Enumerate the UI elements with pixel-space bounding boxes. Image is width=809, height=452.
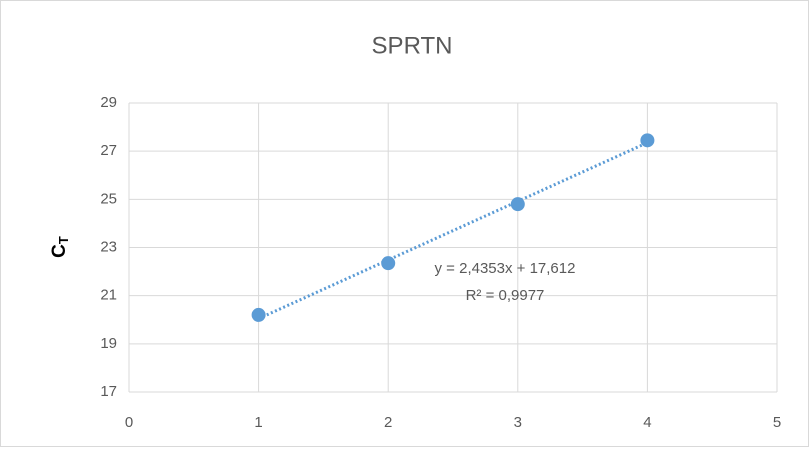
chart-title: SPRTN — [372, 32, 453, 59]
x-tick-label: 2 — [384, 414, 392, 431]
point — [381, 256, 396, 271]
y-axis-label-sub: T — [56, 236, 71, 244]
point — [510, 197, 525, 212]
trendline-r2: R² = 0,9977 — [466, 287, 545, 304]
trendline-equation: y = 2,4353x + 17,612 — [435, 260, 576, 277]
y-tick-label: 29 — [100, 94, 117, 111]
y-tick-label: 17 — [100, 383, 117, 400]
x-tick-label: 1 — [254, 414, 262, 431]
y-tick-label: 27 — [100, 142, 117, 159]
y-axis-label: CT — [49, 236, 71, 258]
x-tick-label: 0 — [125, 414, 133, 431]
trendline — [257, 141, 649, 320]
point — [640, 133, 655, 148]
x-tick-label: 4 — [643, 414, 651, 431]
x-tick-label: 5 — [773, 414, 781, 431]
y-tick-label: 25 — [100, 190, 117, 207]
point — [251, 307, 266, 322]
y-axis-label-main: C — [49, 244, 70, 258]
x-tick-label: 3 — [514, 414, 522, 431]
y-tick-label: 23 — [100, 238, 117, 255]
y-tick-label: 19 — [100, 335, 117, 352]
y-tick-label: 21 — [100, 287, 117, 304]
